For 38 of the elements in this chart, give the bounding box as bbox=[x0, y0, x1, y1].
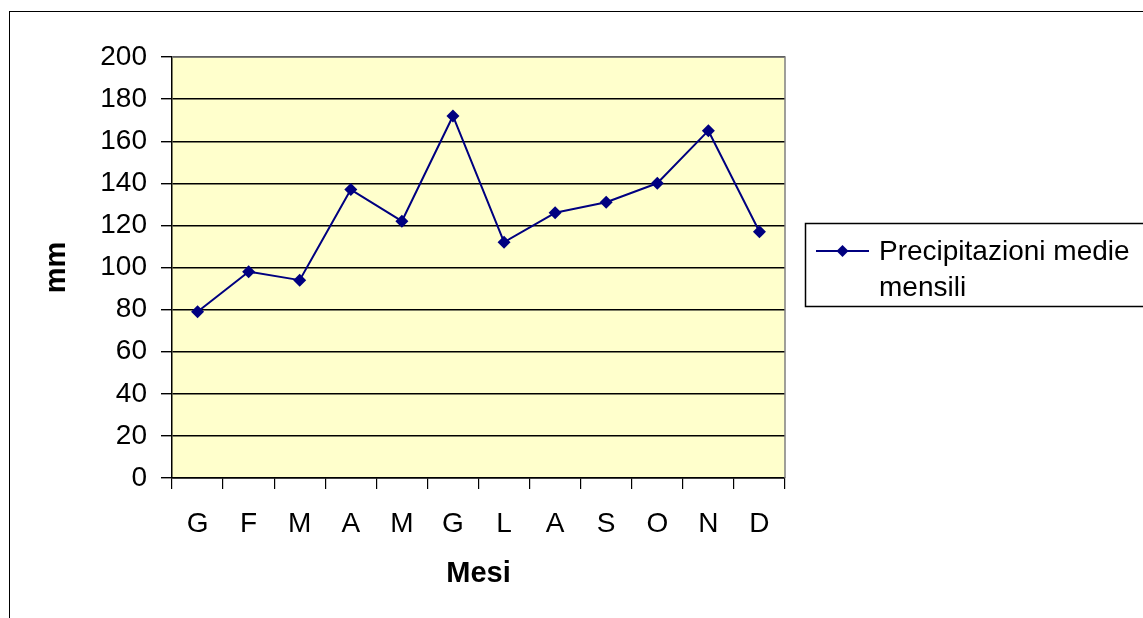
y-tick-label: 40 bbox=[115, 376, 147, 408]
point bbox=[242, 265, 256, 279]
x-tick-label: M bbox=[288, 506, 312, 538]
y-tick-label: 80 bbox=[115, 292, 147, 324]
y-tick-label: 100 bbox=[100, 250, 147, 282]
x-tick-label: O bbox=[646, 506, 669, 538]
legend-label: Precipitazioni medie mensili bbox=[879, 235, 1130, 302]
y-tick-label: 140 bbox=[100, 166, 147, 198]
x-tick-label: N bbox=[698, 506, 719, 538]
x-tick-label: G bbox=[442, 506, 464, 538]
point bbox=[191, 305, 205, 319]
point bbox=[548, 206, 562, 220]
x-axis-title: Mesi bbox=[446, 556, 511, 588]
x-tick-label: A bbox=[341, 506, 361, 538]
point bbox=[344, 183, 358, 197]
x-tick-label: G bbox=[186, 506, 209, 538]
point bbox=[395, 214, 409, 228]
x-tick-label: D bbox=[749, 506, 770, 538]
point bbox=[293, 273, 307, 287]
point bbox=[446, 109, 460, 123]
point bbox=[701, 124, 715, 138]
x-tick-label: F bbox=[240, 506, 258, 538]
x-tick-label: A bbox=[545, 506, 565, 538]
x-tick-label: S bbox=[596, 506, 616, 538]
y-tick-label: 180 bbox=[100, 81, 147, 113]
y-tick-label: 200 bbox=[100, 39, 147, 71]
x-tick-label: M bbox=[390, 506, 414, 538]
x-tick-label: L bbox=[496, 506, 512, 538]
point bbox=[752, 225, 766, 239]
y-axis-title: mm bbox=[39, 241, 71, 294]
point bbox=[650, 176, 664, 190]
y-tick-label: 60 bbox=[115, 334, 147, 366]
point bbox=[497, 235, 511, 249]
y-tick-label: 0 bbox=[131, 460, 147, 492]
y-tick-label: 160 bbox=[100, 123, 147, 155]
point bbox=[599, 195, 613, 209]
y-tick-label: 20 bbox=[115, 418, 147, 450]
y-tick-label: 120 bbox=[100, 208, 147, 240]
